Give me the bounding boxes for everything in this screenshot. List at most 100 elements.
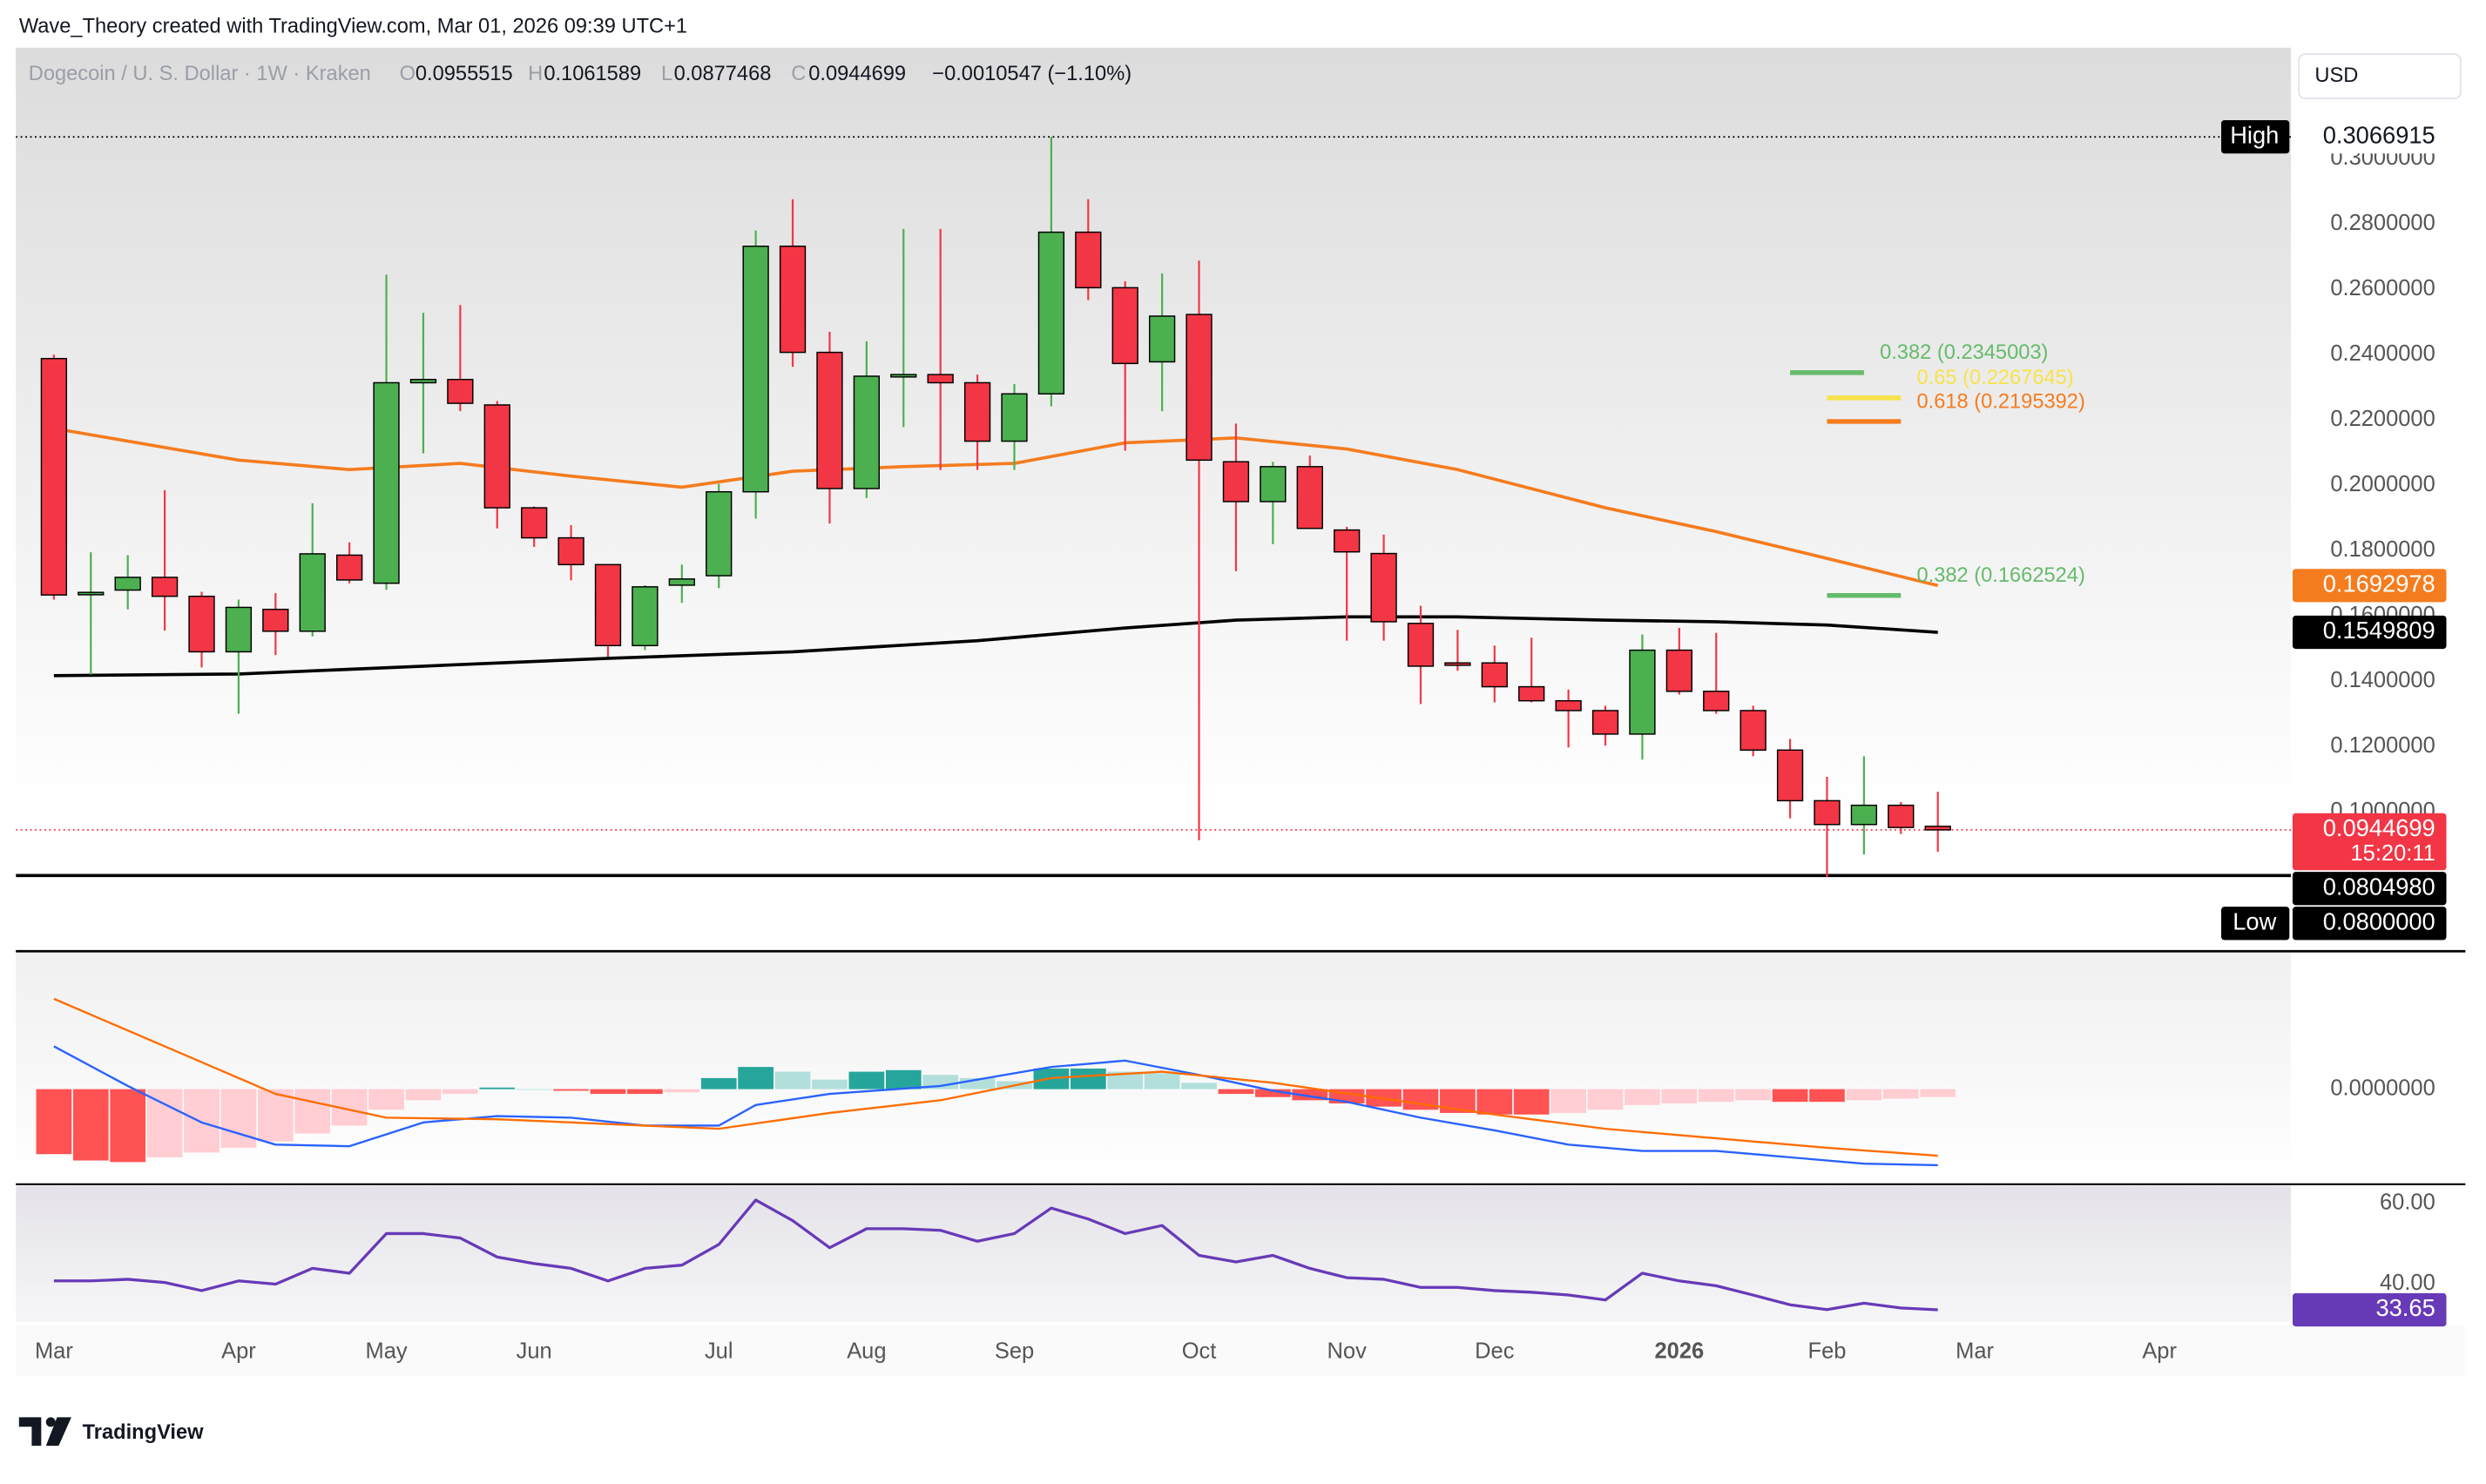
x-tick-label: May	[365, 1339, 407, 1363]
macd-histogram-bar	[664, 1089, 700, 1093]
candle-body	[1001, 393, 1028, 442]
ohlc-letter: O	[400, 63, 415, 85]
candle-body	[1370, 552, 1397, 623]
price-axis	[2291, 47, 2466, 1323]
macd-histogram-bar	[1625, 1089, 1660, 1105]
x-tick-label: Feb	[1808, 1339, 1847, 1363]
y-tick-label: 0.2200000	[2330, 407, 2435, 431]
macd-histogram-bar	[479, 1087, 516, 1089]
time-axis	[16, 1325, 2466, 1377]
currency[interactable]: USD	[2314, 64, 2358, 87]
y-tick-label: 0.0000000	[2330, 1076, 2435, 1100]
y-tick-label: 0.2400000	[2330, 341, 2435, 366]
candle-body	[1703, 691, 1730, 712]
macd-histogram-bar	[1550, 1089, 1586, 1113]
currency-button[interactable]	[2298, 53, 2462, 99]
logo-mark	[18, 1417, 42, 1447]
candle-body	[632, 586, 659, 647]
price-tag-caption-box	[2221, 907, 2290, 941]
price-tag-label: 0.0944699	[2323, 814, 2435, 841]
price-tag-caption-box	[2221, 120, 2290, 154]
candle-body	[963, 381, 991, 442]
ohlc-value: 0.0877468	[674, 63, 772, 85]
candle-body	[890, 374, 917, 378]
candle-body	[1629, 649, 1656, 735]
candle-body	[594, 563, 622, 647]
macd-histogram-bar	[1698, 1089, 1734, 1103]
macd-histogram-bar	[184, 1089, 220, 1153]
candle-body	[1740, 710, 1767, 752]
logo-mark	[45, 1417, 56, 1427]
plot	[16, 136, 2292, 878]
candle-body	[409, 378, 437, 384]
macd-histogram-bar	[442, 1089, 478, 1095]
x-tick-label: Dec	[1475, 1339, 1515, 1363]
candle-body	[521, 507, 548, 539]
macd-line	[53, 997, 1938, 1157]
candle-body	[225, 606, 253, 653]
candle-body	[1924, 826, 1951, 831]
rsi-pane	[16, 1185, 2292, 1323]
candle-body	[557, 536, 584, 566]
price-tag	[2292, 1292, 2447, 1327]
x-tick-label: Aug	[847, 1339, 886, 1363]
ohlc-value: 0.0944699	[808, 63, 906, 85]
x-tick-label: Apr	[221, 1339, 256, 1363]
x-tick-label: Jul	[705, 1339, 733, 1363]
price-tag-caption: Low	[2233, 907, 2276, 934]
candle-body	[1444, 662, 1471, 666]
main-pane	[16, 47, 2292, 952]
macd-histogram-bar	[1476, 1089, 1513, 1115]
candle-body	[447, 378, 474, 404]
candle-body	[1222, 461, 1250, 503]
candle-body	[373, 381, 400, 584]
candle-body	[1037, 231, 1065, 395]
macd-histogram-bar	[1661, 1089, 1698, 1103]
fib-label: 0.65 (0.2267645)	[1916, 367, 2073, 389]
ohlc-letter: L	[661, 63, 672, 85]
candle-body	[1850, 804, 1878, 826]
candle-body	[299, 553, 326, 632]
macd-histogram-bar	[1882, 1089, 1919, 1099]
x-tick-label: Oct	[1182, 1339, 1217, 1363]
macd-histogram-bar	[774, 1071, 811, 1089]
macd-histogram-bar	[627, 1089, 663, 1095]
macd-histogram-bar	[738, 1067, 773, 1089]
macd-histogram-bar	[1144, 1073, 1180, 1089]
ohlc-letter: C	[791, 63, 806, 85]
macd-histogram-bar	[294, 1089, 331, 1134]
macd-histogram-bar	[72, 1089, 109, 1161]
price-tag	[2292, 872, 2447, 906]
candle-body	[1518, 685, 1545, 702]
price-tag-label: 0.0804980	[2323, 873, 2435, 900]
macd-histogram-bar	[36, 1089, 72, 1155]
price-change: −0.0010547 (−1.10%)	[932, 63, 1132, 85]
plot	[36, 997, 1956, 1167]
x-tick-label: Sep	[995, 1339, 1034, 1363]
macd-histogram-bar	[1920, 1089, 1956, 1097]
x-tick-label: Jun	[517, 1339, 552, 1363]
macd-histogram-bar	[848, 1071, 885, 1089]
price-tag	[2292, 813, 2447, 871]
logo-text: TradingView	[83, 1421, 205, 1444]
candle-body	[40, 357, 68, 596]
candle-body	[1555, 699, 1582, 712]
macd-histogram-bar	[405, 1089, 442, 1101]
macd-histogram-bar	[1254, 1089, 1291, 1097]
x-tick-label: 2026	[1655, 1339, 1705, 1363]
macd-histogram-bar	[257, 1089, 294, 1142]
price-tag-label: 0.3066915	[2323, 121, 2435, 148]
macd-histogram-bar	[1070, 1068, 1106, 1089]
plot	[53, 1198, 1938, 1312]
moving-average	[53, 615, 1938, 678]
macd-histogram-bar	[1181, 1083, 1217, 1089]
price-tag-label: 33.65	[2375, 1294, 2435, 1321]
macd-histogram-bar	[1107, 1071, 1144, 1089]
candle-body	[1776, 749, 1804, 802]
candle-body	[1591, 710, 1619, 735]
macd-histogram-bar	[220, 1089, 257, 1148]
candle-body	[1186, 314, 1213, 462]
macd-histogram-bar	[110, 1089, 146, 1163]
